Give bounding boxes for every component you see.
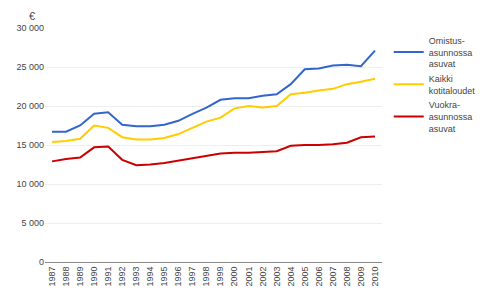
svg-text:20 000: 20 000 bbox=[16, 101, 44, 111]
svg-text:2000: 2000 bbox=[229, 267, 239, 287]
svg-text:2005: 2005 bbox=[300, 267, 310, 287]
svg-text:2009: 2009 bbox=[356, 267, 366, 287]
svg-text:15 000: 15 000 bbox=[16, 140, 44, 150]
svg-text:Omistus-asunnossaasuvat: Omistus-asunnossaasuvat bbox=[429, 36, 473, 69]
svg-text:1990: 1990 bbox=[89, 267, 99, 287]
svg-text:1988: 1988 bbox=[61, 267, 71, 287]
svg-text:1991: 1991 bbox=[103, 267, 113, 287]
svg-text:Vuokra-asunnossaasuvat: Vuokra-asunnossaasuvat bbox=[429, 100, 473, 133]
svg-text:1993: 1993 bbox=[131, 267, 141, 287]
svg-text:1998: 1998 bbox=[201, 267, 211, 287]
svg-text:2006: 2006 bbox=[314, 267, 324, 287]
svg-text:0: 0 bbox=[39, 257, 44, 267]
svg-text:1989: 1989 bbox=[75, 267, 85, 287]
svg-text:2001: 2001 bbox=[244, 267, 254, 287]
svg-text:1996: 1996 bbox=[173, 267, 183, 287]
svg-text:1999: 1999 bbox=[215, 267, 225, 287]
svg-text:2008: 2008 bbox=[342, 267, 352, 287]
svg-text:10 000: 10 000 bbox=[16, 179, 44, 189]
svg-text:2007: 2007 bbox=[328, 267, 338, 287]
svg-text:1994: 1994 bbox=[145, 267, 155, 287]
svg-text:25 000: 25 000 bbox=[16, 62, 44, 72]
svg-text:30 000: 30 000 bbox=[16, 23, 44, 33]
svg-text:2003: 2003 bbox=[272, 267, 282, 287]
svg-text:1992: 1992 bbox=[117, 267, 127, 287]
svg-text:2010: 2010 bbox=[370, 267, 380, 287]
svg-text:1987: 1987 bbox=[47, 267, 57, 287]
svg-text:2002: 2002 bbox=[258, 267, 268, 287]
svg-text:Kaikkikotitaloudet: Kaikkikotitaloudet bbox=[429, 74, 476, 96]
svg-text:2004: 2004 bbox=[286, 267, 296, 287]
svg-text:1997: 1997 bbox=[187, 267, 197, 287]
svg-text:1995: 1995 bbox=[159, 267, 169, 287]
svg-text:5 000: 5 000 bbox=[21, 218, 44, 228]
svg-text:€: € bbox=[29, 10, 35, 22]
